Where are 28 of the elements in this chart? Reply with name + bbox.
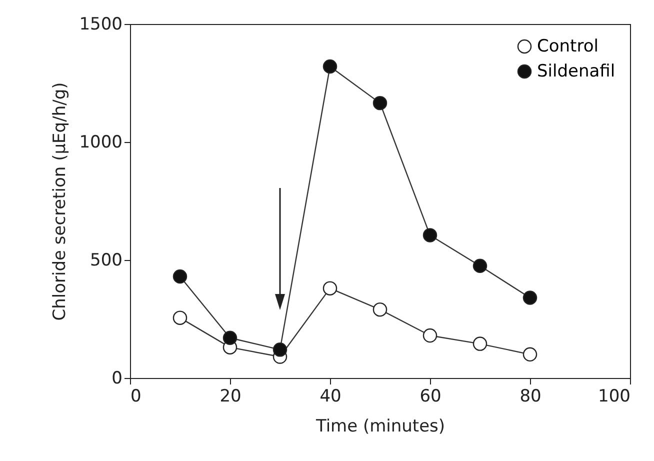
y-tick-label: 1500: [79, 14, 122, 34]
x-tick-label: 40: [320, 386, 342, 406]
x-tick-label: 60: [420, 386, 442, 406]
y-tick-label: 0: [112, 368, 122, 388]
point: [172, 310, 188, 325]
point: [422, 328, 438, 343]
x-tick-label: 20: [220, 386, 242, 406]
legend-label: Control: [537, 36, 598, 56]
point: [222, 330, 238, 345]
y-axis-title: Chloride secretion (µEq/h/g): [50, 82, 70, 321]
x-tick-label: 0: [130, 386, 142, 406]
x-tick-label: 80: [520, 386, 542, 406]
point: [322, 59, 338, 74]
point: [172, 269, 188, 284]
point: [472, 258, 488, 274]
point: [522, 347, 538, 362]
point: [422, 228, 438, 242]
legend-label: Sildenafil: [537, 62, 616, 82]
point: [272, 342, 288, 357]
x-tick-label: 100: [598, 386, 630, 406]
point: [472, 336, 488, 351]
y-tick-label: 500: [90, 250, 122, 270]
point: [372, 302, 388, 317]
point: [372, 96, 388, 110]
x-axis-title: Time (minutes): [314, 416, 446, 436]
y-tick-label: 1000: [79, 132, 122, 152]
point: [522, 290, 538, 305]
point: [322, 281, 338, 296]
